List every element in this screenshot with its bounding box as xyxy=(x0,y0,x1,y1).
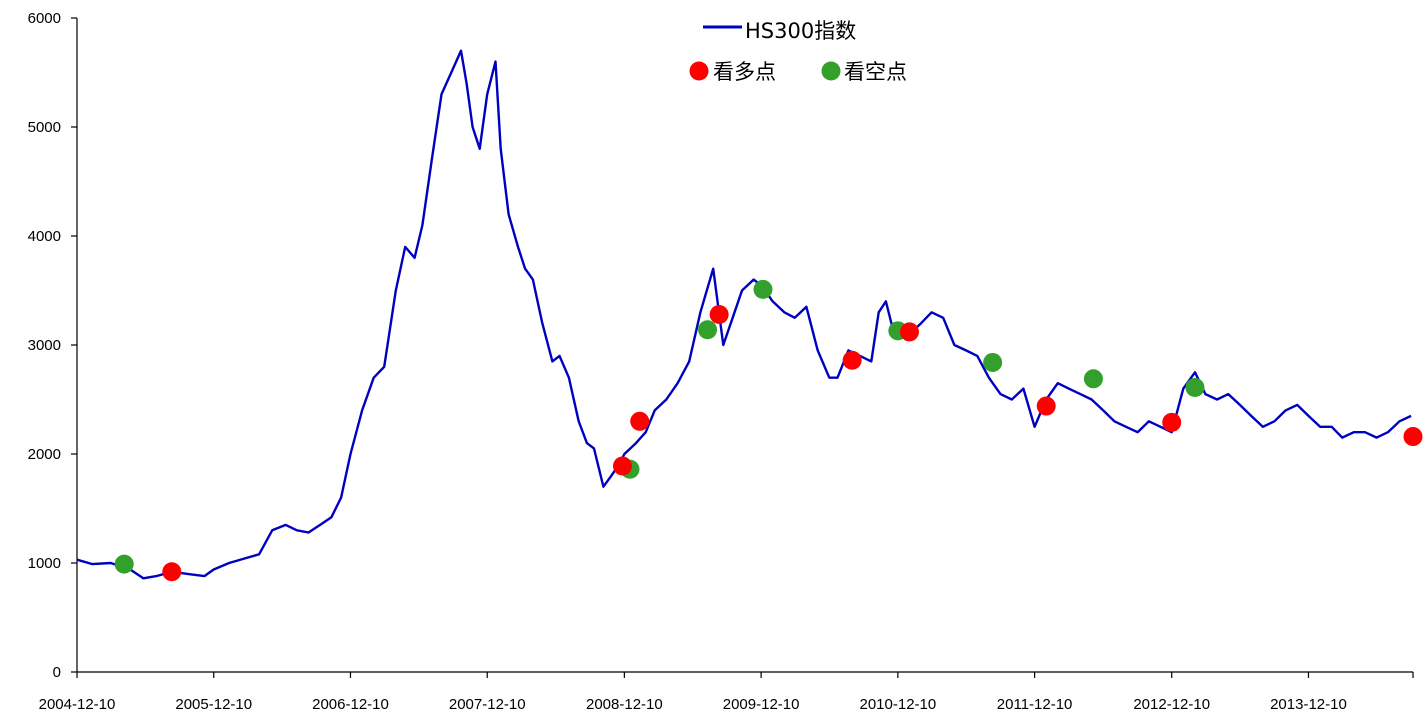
x-ticks: 2004-12-10 2005-12-10 2006-12-10 2007-12-10… xyxy=(39,672,1414,713)
bull-point xyxy=(1036,396,1056,416)
bull-point xyxy=(630,411,650,431)
y-tick-label: 2000 xyxy=(28,446,61,463)
x-tick-label: 2004-12-10 xyxy=(39,696,116,713)
legend-bear-swatch xyxy=(821,61,841,81)
x-tick-label: 2011-12-10 xyxy=(997,696,1073,713)
bear-point xyxy=(1083,369,1103,389)
bear-point xyxy=(698,320,718,340)
x-tick-label: 2009-12-10 xyxy=(723,696,800,713)
legend-label-bull: 看多点 xyxy=(713,60,776,84)
y-tick-label: 1000 xyxy=(28,555,61,572)
bull-point xyxy=(842,350,862,370)
legend-label-hs300: HS300指数 xyxy=(745,19,856,43)
plot-area xyxy=(76,49,1423,582)
x-tick-label: 2006-12-10 xyxy=(312,696,389,713)
bull-points xyxy=(162,304,1423,582)
y-ticks: 0 1000 2000 3000 4000 5000 6000 xyxy=(28,10,77,681)
bull-point xyxy=(1403,427,1423,447)
x-tick-label: 2008-12-10 xyxy=(586,696,663,713)
bear-points xyxy=(114,279,1205,574)
x-tick-label: 2012-12-10 xyxy=(1133,696,1210,713)
bear-point xyxy=(753,279,773,299)
y-tick-label: 4000 xyxy=(28,228,61,245)
x-tick-label: 2013-12-10 xyxy=(1270,696,1347,713)
bear-point xyxy=(114,554,134,574)
y-tick-label: 5000 xyxy=(28,119,61,136)
bull-point xyxy=(1162,412,1182,432)
x-tick-label: 2007-12-10 xyxy=(449,696,526,713)
axes: 0 1000 2000 3000 4000 5000 6000 2004-12-10 2005… xyxy=(28,10,1414,713)
bear-point xyxy=(983,352,1003,372)
x-tick-label: 2005-12-10 xyxy=(175,696,252,713)
legend: HS300指数 看多点 看空点 xyxy=(689,19,907,84)
y-tick-label: 6000 xyxy=(28,10,61,27)
y-tick-label: 3000 xyxy=(28,337,61,354)
y-tick-label: 0 xyxy=(53,664,61,681)
bull-point xyxy=(709,304,729,324)
bull-point xyxy=(899,322,919,342)
legend-label-bear: 看空点 xyxy=(844,60,907,84)
x-tick-label: 2010-12-10 xyxy=(859,696,936,713)
legend-bull-swatch xyxy=(689,61,709,81)
hs300-series-line xyxy=(76,49,1412,580)
bear-point xyxy=(1185,378,1205,398)
bull-point xyxy=(612,456,632,476)
bull-point xyxy=(162,562,182,582)
